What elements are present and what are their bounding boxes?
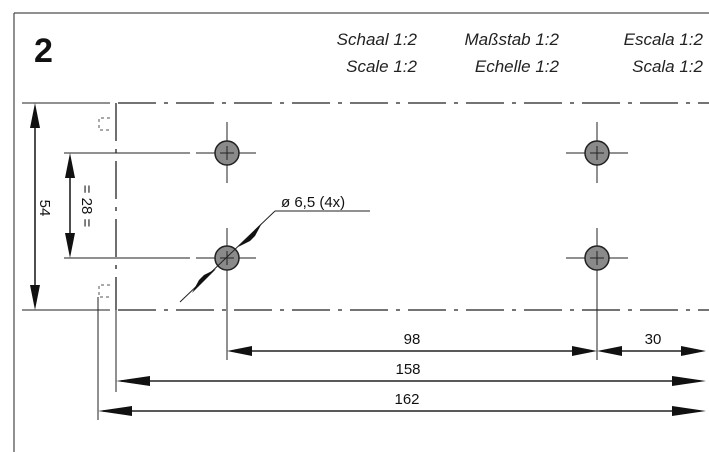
arrow-162-right [672,406,706,416]
hole-top-left [196,122,256,183]
diameter-arrow-inner [192,269,216,293]
arrow-162-left [98,406,132,416]
hidden-outline-bottom [98,284,110,298]
scale-label-nl: Schaal 1:2 [337,30,418,49]
dimension-label-28: = 28 = [78,185,95,228]
arrow-28-bottom [65,233,75,258]
arrow-98-right [572,346,597,356]
arrow-98-left [227,346,252,356]
dimension-label-30: 30 [645,331,662,348]
arrow-28-top [65,153,75,178]
step-number: 2 [34,32,53,70]
arrow-54-bottom [30,285,40,310]
scale-label-fr: Echelle 1:2 [475,57,560,76]
hidden-outline-top [98,117,110,131]
arrow-54-top [30,103,40,128]
scale-label-it: Scala 1:2 [632,57,703,76]
arrow-158-right [672,376,706,386]
hole-bottom-left [196,228,256,360]
arrow-158-left [116,376,150,386]
dimension-label-158: 158 [395,361,420,378]
scale-label-es: Escala 1:2 [624,30,704,49]
hole-bottom-right [566,228,628,360]
dimension-label-98: 98 [404,331,421,348]
scale-label-en: Scale 1:2 [346,57,417,76]
diameter-arrow-outer [238,223,262,247]
hole-top-right [566,122,628,183]
diameter-label: ø 6,5 (4x) [281,194,345,211]
arrow-30-right [681,346,706,356]
scale-label-de: Maßstab 1:2 [465,30,560,49]
arrow-30-left [597,346,622,356]
dimension-label-162: 162 [394,391,419,408]
dimension-label-54: 54 [36,200,53,217]
